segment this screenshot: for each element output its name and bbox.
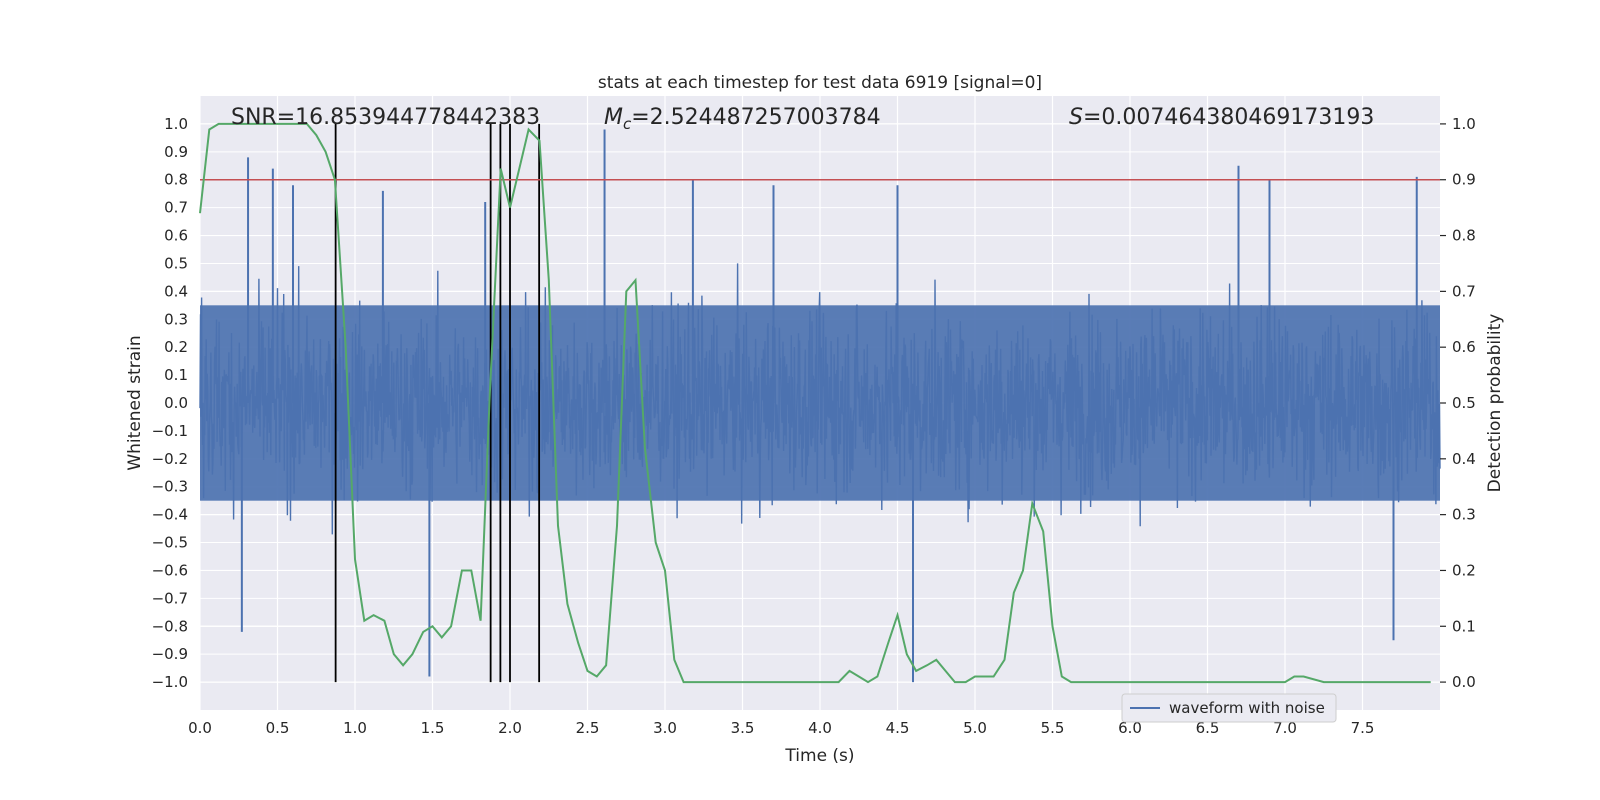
y2-tick-label: 0.1: [1452, 617, 1476, 635]
y2-tick-label: 0.3: [1452, 506, 1476, 524]
x-tick-label: 4.5: [886, 719, 910, 737]
y2-tick-label: 0.2: [1452, 561, 1476, 579]
x-tick-label: 0.5: [266, 719, 290, 737]
mc-symbol: M: [604, 105, 623, 130]
snr-annotation: SNR=16.853944778442383: [231, 105, 540, 130]
x-tick-label: 0.0: [188, 719, 212, 737]
y-tick-label: 0.5: [164, 254, 188, 272]
x-axis-ticks: 0.0 0.5 1.0 1.5 2.0 2.5 3.0 3.5 4.0 4.5 5.0 5.5 6.0 6…: [188, 719, 1374, 737]
y-tick-label: 0.8: [164, 171, 188, 189]
x-tick-label: 3.0: [653, 719, 677, 737]
y2-axis-label: Detection probability: [1485, 314, 1505, 493]
s-annotation: S=0.007464380469173193: [1069, 105, 1374, 130]
y2-tick-label: 0.8: [1452, 227, 1476, 245]
y-tick-label: 0.2: [164, 338, 188, 356]
x-tick-label: 1.5: [421, 719, 445, 737]
x-tick-label: 1.0: [343, 719, 367, 737]
y-tick-label: −0.6: [152, 561, 188, 579]
x-tick-label: 4.0: [808, 719, 832, 737]
mc-annotation: Mc=2.524487257003784: [604, 105, 881, 133]
s-value: =0.007464380469173193: [1083, 105, 1374, 130]
y-tick-label: 0.0: [164, 394, 188, 412]
y2-tick-label: 0.4: [1452, 450, 1476, 468]
y2-tick-label: 1.0: [1452, 115, 1476, 133]
x-tick-label: 7.5: [1351, 719, 1375, 737]
y2-axis-ticks: 1.0 0.9 0.8 0.7 0.6 0.5 0.4 0.3 0.2 0.1 0.0: [1440, 115, 1476, 691]
y-axis-label: Whitened strain: [125, 335, 145, 470]
y-tick-label: −0.2: [152, 450, 188, 468]
x-tick-label: 6.0: [1118, 719, 1142, 737]
y2-tick-label: 0.9: [1452, 171, 1476, 189]
mc-subscript: c: [623, 115, 632, 133]
waveform-core-band: [200, 305, 1440, 501]
y-tick-label: −0.7: [152, 589, 188, 607]
y-tick-label: −0.3: [152, 478, 188, 496]
y-tick-label: −0.4: [152, 506, 188, 524]
chart-title: stats at each timestep for test data 691…: [598, 73, 1042, 93]
x-tick-label: 5.0: [963, 719, 987, 737]
y-tick-label: −1.0: [152, 673, 188, 691]
legend-box: [1121, 693, 1337, 723]
y-tick-label: 0.7: [164, 199, 188, 217]
waveform-series: [199, 129, 1441, 683]
x-tick-label: 5.5: [1041, 719, 1065, 737]
y-tick-label: 0.4: [164, 282, 188, 300]
y-tick-label: −0.5: [152, 534, 188, 552]
x-tick-label: 2.0: [498, 719, 522, 737]
y2-tick-label: 0.6: [1452, 338, 1476, 356]
x-tick-label: 3.5: [731, 719, 755, 737]
y-axis-ticks: 1.0 0.9 0.8 0.7 0.6 0.5 0.4 0.3 0.2 0.1 0.0 −0.1 −0.…: [152, 115, 188, 691]
x-tick-label: 7.0: [1273, 719, 1297, 737]
y-tick-label: −0.1: [152, 422, 188, 440]
y-tick-label: 0.1: [164, 366, 188, 384]
x-tick-label: 6.5: [1196, 719, 1220, 737]
y2-tick-label: 0.5: [1452, 394, 1476, 412]
y-tick-label: 0.3: [164, 310, 188, 328]
y-tick-label: 1.0: [164, 115, 188, 133]
y2-tick-label: 0.7: [1452, 282, 1476, 300]
y-tick-label: −0.8: [152, 617, 188, 635]
legend: waveform with noise: [1121, 693, 1337, 723]
legend-label: waveform with noise: [1169, 699, 1325, 717]
x-axis-label: Time (s): [784, 746, 854, 766]
y-tick-label: −0.9: [152, 645, 188, 663]
y2-tick-label: 0.0: [1452, 673, 1476, 691]
detection-probability-line: [199, 122, 1431, 684]
x-tick-label: 2.5: [576, 719, 600, 737]
vertical-markers: [334, 123, 541, 683]
mc-value: =2.524487257003784: [631, 105, 880, 130]
y-tick-label: 0.9: [164, 143, 188, 161]
y-tick-label: 0.6: [164, 227, 188, 245]
s-symbol: S: [1069, 105, 1083, 130]
